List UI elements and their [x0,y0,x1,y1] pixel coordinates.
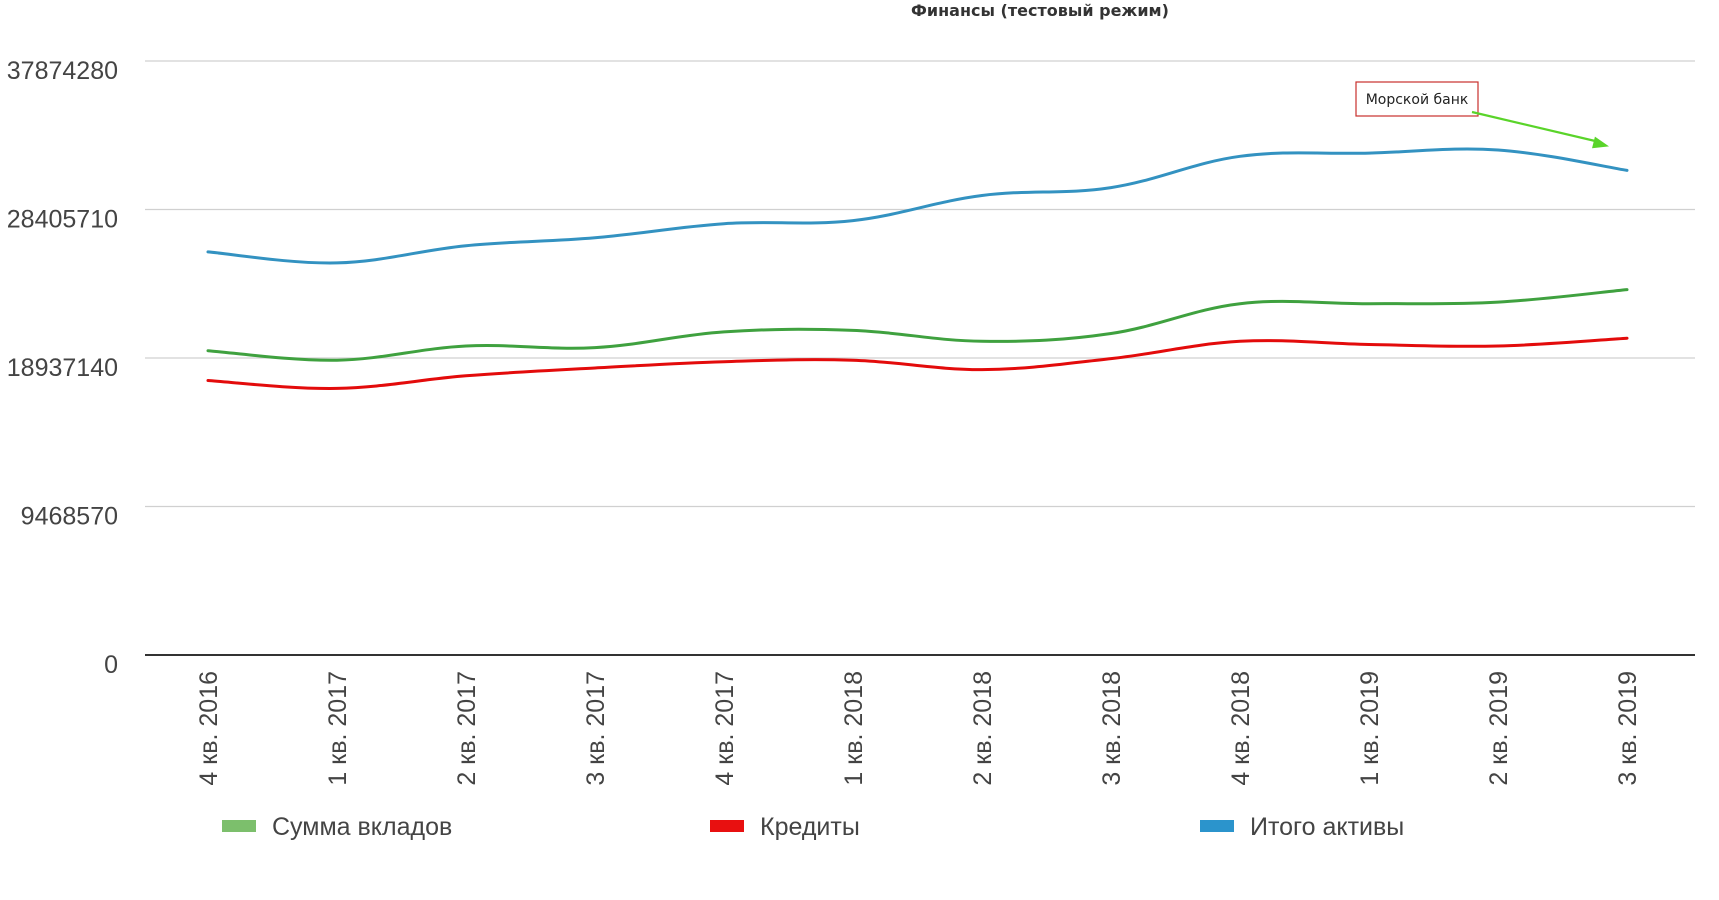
x-axis: 4 кв. 2016 1 кв. 2017 2 кв. 2017 3 кв. 2017… [195,671,1642,786]
x-tick-label: 2 кв. 2019 [1485,671,1513,786]
y-tick-label: 18937140 [7,354,118,382]
annotation-arrow [1471,110,1602,144]
series-line-2 [206,147,1629,265]
y-tick-label: 9468570 [21,503,118,531]
legend-label-0: Сумма вкладов [272,813,452,841]
x-tick-label: 3 кв. 2018 [1098,671,1126,786]
chart-title: Финансы (тестовый режим) [911,1,1169,20]
annotation-box [1355,81,1479,117]
legend: Сумма вкладов Кредиты Итого активы [222,813,1404,841]
y-tick-label: 37874280 [7,57,118,85]
x-tick-label: 3 кв. 2017 [582,671,610,786]
legend-swatch-0 [222,820,256,832]
y-axis: 0 9468570 18937140 28405710 37874280 [7,57,118,679]
x-tick-label: 1 кв. 2019 [1356,671,1384,786]
plot-area [206,147,1629,390]
grid [145,60,1695,656]
legend-swatch-2 [1200,820,1234,832]
x-tick-label: 4 кв. 2017 [711,671,739,786]
y-tick-label: 28405710 [7,206,118,234]
x-tick-label: 4 кв. 2016 [195,671,223,786]
x-tick-label: 2 кв. 2018 [969,671,997,786]
legend-swatch-1 [710,820,744,832]
annotation: Морской банк [1355,81,1609,149]
x-tick-label: 1 кв. 2018 [840,671,868,786]
x-tick-label: 4 кв. 2018 [1227,671,1255,786]
x-tick-label: 1 кв. 2017 [324,671,352,786]
legend-label-2: Итого активы [1250,813,1404,841]
x-tick-label: 3 кв. 2019 [1614,671,1642,786]
x-tick-label: 2 кв. 2017 [453,671,481,786]
series-line-1 [206,336,1629,390]
legend-label-1: Кредиты [760,813,860,841]
annotation-label: Морской банк [1366,92,1469,108]
y-tick-label: 0 [104,651,118,679]
series-line-0 [206,288,1629,362]
annotation-arrow-head [1592,136,1609,149]
